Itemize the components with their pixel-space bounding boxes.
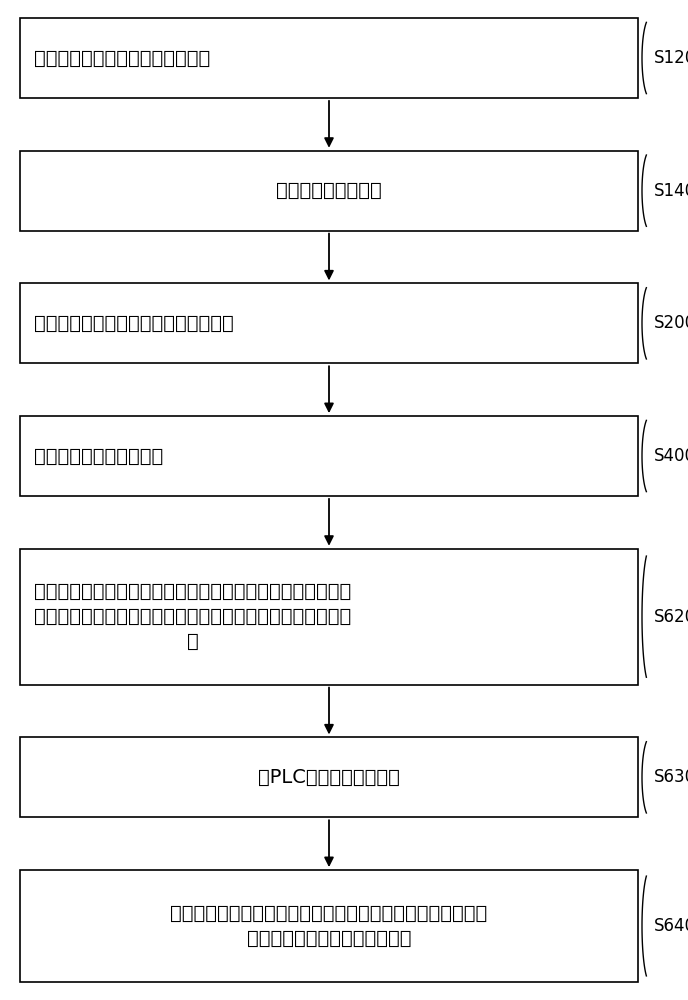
Text: 创建顺序功能图的动作限制功能块: 创建顺序功能图的动作限制功能块 [34,48,211,68]
Bar [20,151,638,231]
Text: S620: S620 [654,608,688,626]
Bar [20,549,638,685]
Text: 获取预设文本化编程变量: 获取预设文本化编程变量 [34,446,163,466]
Text: S630: S630 [654,768,688,786]
Text: 根据预设转换条件，修改预设文本化编程变量的赋值，调用动
作限制功能块在文本编程语言中实现顺序功能图的步动作的功
能: 根据预设转换条件，修改预设文本化编程变量的赋值，调用动 作限制功能块在文本编程语… [34,582,352,651]
Bar [20,416,638,496]
Text: 获取预设顺序功能图的动作限制功能块: 获取预设顺序功能图的动作限制功能块 [34,314,234,333]
Text: 创建文本化编程变量: 创建文本化编程变量 [276,181,382,200]
Text: 对PLC中内置定时器复位: 对PLC中内置定时器复位 [258,768,400,787]
Bar [20,870,638,982]
Bar [20,737,638,817]
Text: S120: S120 [654,49,688,67]
Text: 根据预设转换条件，修改预设文本化编程变量的赋值实现顺序
功能图的有向连线与转换的功能: 根据预设转换条件，修改预设文本化编程变量的赋值实现顺序 功能图的有向连线与转换的… [171,904,488,948]
Text: S200: S200 [654,314,688,332]
Text: S400: S400 [654,447,688,465]
Text: S140: S140 [654,182,688,200]
Bar [20,283,638,363]
Bar [20,18,638,98]
Text: S640: S640 [654,917,688,935]
